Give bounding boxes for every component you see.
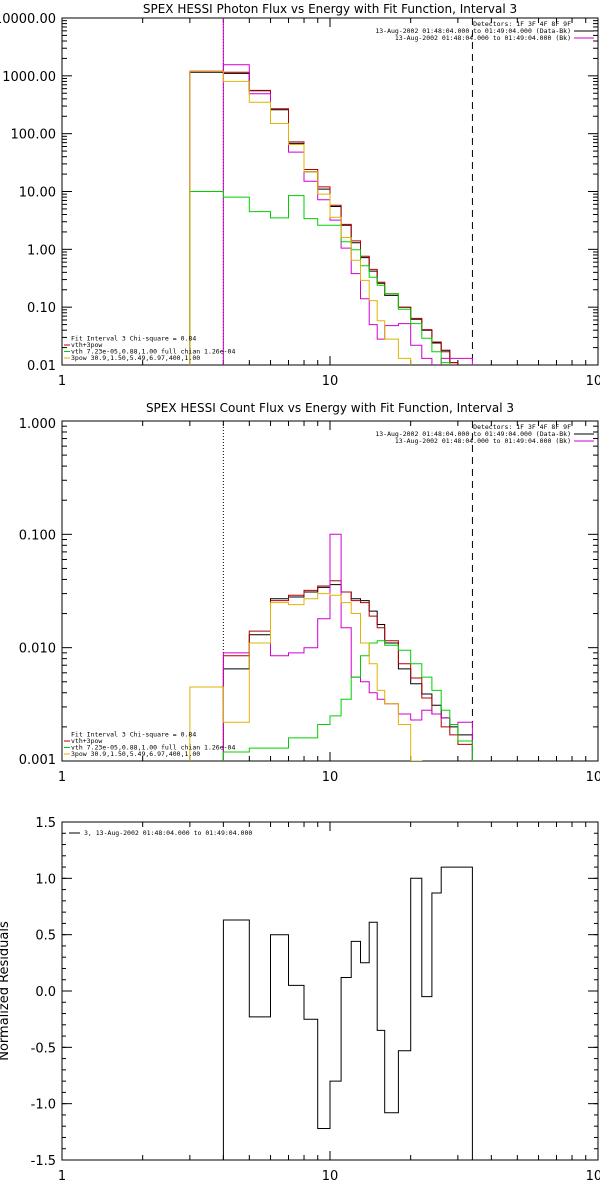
- legend-entry: 3, 13-Aug-2002 01:48:04.000 to 01:49:04.…: [84, 829, 252, 837]
- y-tick-label: 0.10: [27, 301, 56, 316]
- x-tick-label: 10: [322, 374, 339, 389]
- series-line-vth-3pow: [189, 70, 459, 365]
- y-tick-label: 10.00: [19, 186, 56, 201]
- y-tick-label: 0.010: [19, 642, 56, 657]
- x-tick-label: 100: [586, 374, 600, 389]
- y-tick-label: -1.0: [31, 1098, 56, 1113]
- y-tick-label: 0.001: [19, 753, 56, 768]
- series-line-residuals: [222, 866, 473, 1160]
- series-line-vth-3pow: [222, 580, 473, 761]
- x-tick-label: 1: [58, 770, 66, 785]
- x-tick-label: 100: [586, 770, 600, 785]
- y-tick-label: -0.5: [31, 1041, 56, 1056]
- y-tick-label: 1.000: [19, 417, 56, 432]
- y-tick-label: 0.100: [19, 528, 56, 543]
- series-line-3pow: [189, 593, 423, 761]
- series-line-bk: [222, 533, 473, 761]
- x-tick-label: 100: [586, 1169, 600, 1184]
- legend-entry: 3pow 30.9,1.50,5.49,6.97,400,1.00: [71, 354, 200, 362]
- legend-entry: Fit Interval 3 Chi-square = 0.84: [71, 335, 196, 343]
- series-line-vth: [189, 191, 451, 365]
- series-line-data-bk: [189, 71, 473, 365]
- chart-3: 1 10 100 1.5 1.0 0.5 0.0 -0.5 -1.0 -1.5 Normalized…: [0, 816, 600, 1184]
- legend-entry: 3pow 30.9,1.50,5.49,6.97,400,1.00: [71, 750, 200, 758]
- legend-entry: 13-Aug-2002 01:48:04.000 to 01:49:04.000…: [395, 34, 571, 42]
- x-tick-label: 1: [58, 1169, 66, 1184]
- y-tick-label: 0.01: [27, 359, 56, 374]
- x-tick-label: 1: [58, 374, 66, 389]
- x-tick-label: 10: [322, 1169, 339, 1184]
- legend-entry: vth 7.23e-05,0.88,1.00 full chian 1.26e-…: [71, 744, 235, 752]
- series-line-3pow: [189, 70, 412, 365]
- chart-1: SPEX HESSI Photon Flux vs Energy with Fi…: [0, 2, 600, 389]
- legend-entry: vth+3pow: [71, 737, 102, 745]
- legend-entry: 13-Aug-2002 01:48:04.000 to 01:49:04.000…: [375, 430, 571, 438]
- legend-entry: 13-Aug-2002 01:48:04.000 to 01:49:04.000…: [395, 437, 571, 445]
- y-tick-label: 10000.00: [0, 12, 56, 27]
- y-tick-label: 1.5: [35, 816, 56, 831]
- chart-title: SPEX HESSI Photon Flux vs Energy with Fi…: [143, 2, 517, 16]
- y-tick-label: -1.5: [31, 1154, 56, 1169]
- chart-2: SPEX HESSI Count Flux vs Energy with Fit…: [19, 401, 600, 785]
- y-tick-label: 0.0: [35, 985, 56, 1000]
- series-line-data-bk: [222, 584, 473, 761]
- legend-entry: vth+3pow: [71, 341, 102, 349]
- legend-entry: Detectors: 1F 3F 4F 8F 9F: [473, 20, 571, 28]
- y-tick-label: 1000.00: [2, 70, 56, 85]
- x-tick-label: 10: [322, 770, 339, 785]
- y-tick-label: 1.00: [27, 243, 56, 258]
- y-axis-label: Normalized Residuals: [0, 921, 12, 1061]
- series-line-bk: [189, 64, 473, 365]
- y-tick-label: 1.0: [35, 872, 56, 887]
- y-tick-label: 100.00: [11, 128, 57, 143]
- series-line-vth: [222, 640, 473, 761]
- legend-entry: vth 7.23e-05,0.88,1.00 full chian 1.26e-…: [71, 348, 235, 356]
- legend-entry: 13-Aug-2002 01:48:04.000 to 01:49:04.000…: [375, 27, 571, 35]
- legend-entry: Detectors: 1F 3F 4F 8F 9F: [473, 423, 571, 431]
- chart-title: SPEX HESSI Count Flux vs Energy with Fit…: [146, 401, 514, 415]
- y-tick-label: 0.5: [35, 929, 56, 944]
- legend-entry: Fit Interval 3 Chi-square = 0.84: [71, 731, 196, 739]
